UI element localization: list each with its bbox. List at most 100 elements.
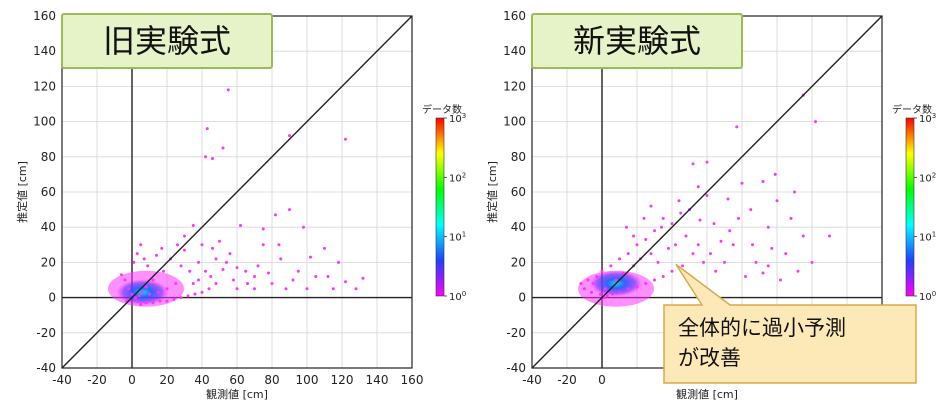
x-tick-label: 100	[296, 373, 319, 387]
data-point	[180, 296, 183, 299]
data-point	[136, 300, 139, 303]
y-tick-label: 80	[41, 150, 56, 164]
data-point	[148, 293, 151, 296]
data-point	[257, 264, 260, 267]
data-point	[253, 275, 256, 278]
data-point	[236, 266, 239, 269]
y-tick-label: 60	[511, 185, 526, 199]
data-point	[706, 161, 709, 164]
data-point	[124, 279, 127, 282]
data-point	[139, 243, 142, 246]
data-point	[206, 127, 209, 130]
colorbar-tick-label: 102	[449, 171, 466, 184]
data-point	[643, 217, 646, 220]
data-point	[784, 252, 787, 255]
data-point	[828, 235, 831, 238]
y-tick-label: 120	[503, 79, 526, 93]
data-point	[132, 261, 135, 264]
data-point	[127, 287, 130, 290]
data-point	[323, 247, 326, 250]
x-tick-label: 160	[401, 373, 424, 387]
data-point	[592, 282, 595, 285]
data-point	[279, 257, 282, 260]
data-point	[197, 261, 200, 264]
data-point	[337, 261, 340, 264]
data-point	[741, 182, 744, 185]
data-point	[139, 303, 142, 306]
y-tick-label: 20	[41, 255, 56, 269]
data-point	[811, 261, 814, 264]
y-tick-label: 140	[503, 44, 526, 58]
data-point	[790, 217, 793, 220]
colorbar-tick-label: 101	[449, 231, 466, 244]
chart-title: 旧実験式	[103, 22, 231, 60]
data-point	[222, 268, 225, 271]
data-point	[211, 157, 214, 160]
chart-panel-old: -40 -20 0 20 40 60 80 100 120 140 160-40-200204060…	[15, 9, 466, 401]
data-point	[632, 235, 635, 238]
data-point	[211, 247, 214, 250]
data-point	[601, 270, 604, 273]
callout-text-line: が改善	[678, 346, 741, 370]
data-point	[173, 298, 176, 301]
colorbar-tick-base: 10	[449, 292, 462, 303]
data-point	[671, 222, 674, 225]
data-point	[120, 273, 123, 276]
y-tick-label: 100	[503, 115, 526, 129]
data-point	[650, 252, 653, 255]
data-point	[723, 261, 726, 264]
data-point	[776, 199, 779, 202]
y-tick-label: -40	[36, 361, 56, 375]
data-point	[344, 138, 347, 141]
data-point	[685, 235, 688, 238]
data-point	[732, 243, 735, 246]
data-point	[192, 224, 195, 227]
data-point	[244, 270, 247, 273]
y-tick-label: 0	[518, 291, 526, 305]
data-point	[671, 270, 674, 273]
data-point	[152, 279, 155, 282]
data-point	[227, 88, 230, 91]
colorbar-tick-base: 10	[919, 173, 932, 184]
colorbar-tick-base: 10	[919, 292, 932, 303]
data-point	[232, 279, 235, 282]
data-point	[599, 293, 602, 296]
data-point	[728, 229, 731, 232]
y-tick-label: -20	[36, 326, 56, 340]
x-tick-label: 20	[159, 373, 174, 387]
data-point	[767, 264, 770, 267]
chart-title: 新実験式	[573, 22, 701, 60]
data-point	[146, 264, 149, 267]
data-point	[188, 270, 191, 273]
data-point	[802, 235, 805, 238]
colorbar-tick-exponent: 2	[932, 171, 936, 179]
data-point	[309, 256, 312, 259]
colorbar-tick-base: 10	[919, 233, 932, 244]
data-point	[814, 120, 817, 123]
data-point	[166, 300, 169, 303]
data-point	[774, 173, 777, 176]
data-point	[271, 282, 274, 285]
data-point	[779, 279, 782, 282]
data-point	[225, 261, 228, 264]
y-axis-label: 推定値 [cm]	[15, 161, 29, 223]
y-tick-label: 40	[511, 220, 526, 234]
data-point	[180, 264, 183, 267]
data-point	[138, 294, 141, 297]
data-point	[627, 252, 630, 255]
data-point	[209, 275, 212, 278]
data-point	[762, 271, 765, 274]
data-point	[239, 224, 242, 227]
data-point	[288, 134, 291, 137]
data-point	[314, 275, 317, 278]
data-point	[615, 279, 618, 282]
data-point	[737, 217, 740, 220]
data-point	[674, 243, 677, 246]
data-point	[681, 264, 684, 267]
data-point	[611, 293, 614, 296]
data-point	[749, 208, 752, 211]
data-point	[176, 243, 179, 246]
data-point	[204, 155, 207, 158]
data-point	[253, 287, 256, 290]
